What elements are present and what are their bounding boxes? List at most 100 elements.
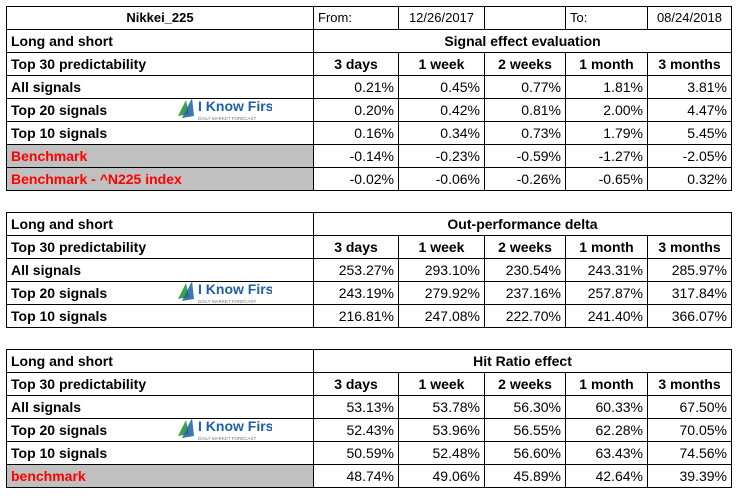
value-cell[interactable]: 42.64% [565,464,648,488]
value-cell[interactable]: 60.33% [565,395,648,419]
value-cell[interactable]: 0.21% [313,75,399,99]
signal-label[interactable]: Top 20 signals [6,98,314,122]
section-title[interactable]: Signal effect evaluation [313,29,732,53]
column-header[interactable]: 1 month [565,235,648,259]
column-header[interactable]: 3 months [647,372,732,396]
predictability-label[interactable]: Top 30 predictability [6,52,314,76]
value-cell[interactable]: 237.16% [484,281,566,305]
strategy-label[interactable]: Long and short [6,29,314,53]
predictability-label[interactable]: Top 30 predictability [6,372,314,396]
value-cell[interactable]: 56.30% [484,395,566,419]
value-cell[interactable]: 0.16% [313,121,399,145]
ticker-cell[interactable]: Nikkei_225 [6,6,314,30]
section-title[interactable]: Hit Ratio effect [313,349,732,373]
column-header[interactable]: 1 month [565,52,648,76]
value-cell[interactable]: 230.54% [484,258,566,282]
predictability-label[interactable]: Top 30 predictability [6,235,314,259]
value-cell[interactable]: 293.10% [398,258,485,282]
signal-label[interactable]: Top 20 signals [6,418,314,442]
value-cell[interactable]: 62.28% [565,418,648,442]
value-cell[interactable]: 3.81% [647,75,732,99]
benchmark-label[interactable]: Benchmark - ^N225 index [6,167,314,191]
column-header[interactable]: 1 week [398,372,485,396]
value-cell[interactable]: 216.81% [313,304,399,328]
signal-label[interactable]: Top 20 signals [6,281,314,305]
value-cell[interactable]: 5.45% [647,121,732,145]
spacer-cell[interactable] [6,327,314,350]
spacer-cell[interactable] [484,327,566,350]
value-cell[interactable]: 0.20% [313,98,399,122]
column-header[interactable]: 1 week [398,52,485,76]
value-cell[interactable]: 48.74% [313,464,399,488]
value-cell[interactable]: 52.43% [313,418,399,442]
value-cell[interactable]: 53.13% [313,395,399,419]
value-cell[interactable]: 74.56% [647,441,732,465]
column-header[interactable]: 1 week [398,235,485,259]
benchmark-label[interactable]: benchmark [6,464,314,488]
value-cell[interactable]: -0.65% [565,167,648,191]
strategy-label[interactable]: Long and short [6,212,314,236]
value-cell[interactable]: 52.48% [398,441,485,465]
empty-cell[interactable] [484,6,566,30]
value-cell[interactable]: 0.34% [398,121,485,145]
spacer-cell[interactable] [647,327,732,350]
value-cell[interactable]: 63.43% [565,441,648,465]
value-cell[interactable]: 247.08% [398,304,485,328]
spacer-cell[interactable] [647,190,732,213]
signal-label[interactable]: Top 10 signals [6,304,314,328]
value-cell[interactable]: -0.26% [484,167,566,191]
value-cell[interactable]: 285.97% [647,258,732,282]
value-cell[interactable]: 53.96% [398,418,485,442]
value-cell[interactable]: 70.05% [647,418,732,442]
spacer-cell[interactable] [565,327,648,350]
value-cell[interactable]: 253.27% [313,258,399,282]
value-cell[interactable]: 222.70% [484,304,566,328]
value-cell[interactable]: 49.06% [398,464,485,488]
value-cell[interactable]: 50.59% [313,441,399,465]
column-header[interactable]: 2 weeks [484,52,566,76]
signal-label[interactable]: All signals [6,75,314,99]
value-cell[interactable]: 0.42% [398,98,485,122]
value-cell[interactable]: 4.47% [647,98,732,122]
value-cell[interactable]: 243.19% [313,281,399,305]
section-title[interactable]: Out-performance delta [313,212,732,236]
value-cell[interactable]: -0.02% [313,167,399,191]
spacer-cell[interactable] [484,190,566,213]
from-date[interactable]: 12/26/2017 [398,6,485,30]
value-cell[interactable]: 1.79% [565,121,648,145]
to-date[interactable]: 08/24/2018 [647,6,732,30]
benchmark-label[interactable]: Benchmark [6,144,314,168]
column-header[interactable]: 3 days [313,235,399,259]
column-header[interactable]: 2 weeks [484,372,566,396]
value-cell[interactable]: 1.81% [565,75,648,99]
value-cell[interactable]: 0.77% [484,75,566,99]
value-cell[interactable]: 366.07% [647,304,732,328]
column-header[interactable]: 3 days [313,52,399,76]
spacer-cell[interactable] [313,190,399,213]
value-cell[interactable]: 0.73% [484,121,566,145]
value-cell[interactable]: 56.55% [484,418,566,442]
value-cell[interactable]: 279.92% [398,281,485,305]
value-cell[interactable]: 0.81% [484,98,566,122]
value-cell[interactable]: -0.23% [398,144,485,168]
value-cell[interactable]: 241.40% [565,304,648,328]
column-header[interactable]: 2 weeks [484,235,566,259]
spacer-cell[interactable] [313,327,399,350]
spacer-cell[interactable] [398,190,485,213]
value-cell[interactable]: -0.59% [484,144,566,168]
to-label[interactable]: To: [565,6,648,30]
value-cell[interactable]: 67.50% [647,395,732,419]
spacer-cell[interactable] [565,190,648,213]
value-cell[interactable]: 0.32% [647,167,732,191]
value-cell[interactable]: 39.39% [647,464,732,488]
signal-label[interactable]: Top 10 signals [6,441,314,465]
column-header[interactable]: 3 months [647,52,732,76]
value-cell[interactable]: 56.60% [484,441,566,465]
value-cell[interactable]: 2.00% [565,98,648,122]
value-cell[interactable]: 257.87% [565,281,648,305]
from-label[interactable]: From: [313,6,399,30]
value-cell[interactable]: 0.45% [398,75,485,99]
value-cell[interactable]: -0.06% [398,167,485,191]
column-header[interactable]: 1 month [565,372,648,396]
strategy-label[interactable]: Long and short [6,349,314,373]
